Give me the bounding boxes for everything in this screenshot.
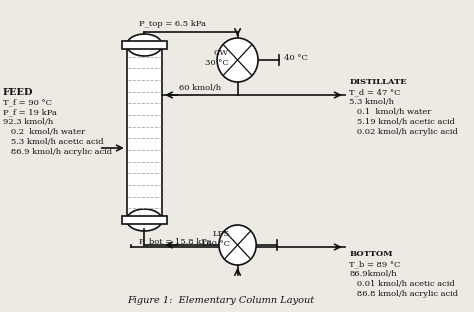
Text: T_d = 47 °C: T_d = 47 °C [349,88,401,96]
Text: BOTTOM: BOTTOM [349,250,393,258]
Bar [122,216,167,224]
Text: 92.3 kmol/h: 92.3 kmol/h [3,118,53,126]
Text: DISTILLATE: DISTILLATE [349,78,407,86]
Text: 0.2  kmol/h water: 0.2 kmol/h water [3,128,85,136]
Text: P_bot = 15.8 kPa: P_bot = 15.8 kPa [139,237,211,245]
Text: T_f = 90 °C: T_f = 90 °C [3,98,52,106]
Bar [122,41,167,49]
Bar [127,45,162,220]
Ellipse shape [127,34,162,56]
Text: 5.3 kmol/h: 5.3 kmol/h [349,98,394,106]
Text: FEED: FEED [3,88,33,97]
Text: 5.19 kmol/h acetic acid: 5.19 kmol/h acetic acid [349,118,456,126]
Text: LPS
160 °C: LPS 160 °C [201,230,230,248]
Ellipse shape [127,209,162,231]
Text: 40 °C: 40 °C [284,54,308,62]
Text: 0.1  kmol/h water: 0.1 kmol/h water [349,108,432,116]
Text: 60 kmol/h: 60 kmol/h [179,84,221,92]
Text: 86.8 kmol/h acrylic acid: 86.8 kmol/h acrylic acid [349,290,458,298]
Text: P_f = 19 kPa: P_f = 19 kPa [3,108,57,116]
Text: CW
30 °C: CW 30 °C [204,49,228,67]
Text: 5.3 kmol/h acetic acid: 5.3 kmol/h acetic acid [3,138,103,146]
Circle shape [219,225,256,265]
Text: 86.9 kmol/h acrylic acid: 86.9 kmol/h acrylic acid [3,148,112,156]
Text: P_top = 6.5 kPa: P_top = 6.5 kPa [139,20,206,28]
Text: 0.02 kmol/h acrylic acid: 0.02 kmol/h acrylic acid [349,128,458,136]
Text: 86.9kmol/h: 86.9kmol/h [349,270,397,278]
Text: 0.01 kmol/h acetic acid: 0.01 kmol/h acetic acid [349,280,455,288]
Circle shape [217,38,258,82]
Text: Figure 1:  Elementary Column Layout: Figure 1: Elementary Column Layout [127,296,314,305]
Text: T_b = 89 °C: T_b = 89 °C [349,260,401,268]
